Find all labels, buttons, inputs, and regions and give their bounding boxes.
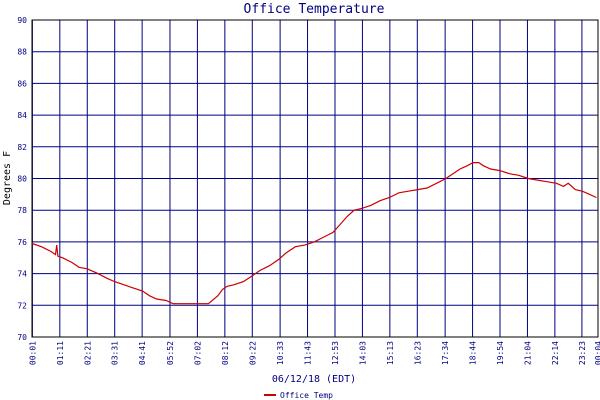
- y-tick-labels: 70 72 74 76 78 80 82 84 86 88 90: [17, 16, 27, 342]
- y-axis-label: Degrees F: [2, 151, 13, 205]
- x-tick-label: 10:33: [276, 341, 285, 365]
- y-tick-label: 82: [17, 143, 27, 152]
- legend: Office Temp: [264, 391, 333, 400]
- x-tick-labels: 00:01 01:11 02:21 03:31 04:41 05:52 07:02 08:12…: [28, 341, 600, 365]
- x-tick-label: 00:04: [594, 341, 600, 365]
- y-tick-label: 90: [17, 16, 27, 25]
- y-tick-label: 80: [17, 175, 27, 184]
- x-tick-label: 01:11: [56, 341, 65, 365]
- x-tick-label: 21:04: [523, 341, 532, 365]
- y-tick-label: 88: [17, 48, 27, 57]
- x-tick-label: 17:34: [441, 341, 450, 365]
- x-axis-label: 06/12/18 (EDT): [272, 374, 356, 385]
- x-tick-label: 14:03: [358, 341, 367, 365]
- x-tick-label: 16:23: [413, 341, 422, 365]
- x-tick-label: 23:23: [578, 341, 587, 365]
- x-tick-label: 18:44: [469, 341, 478, 365]
- x-tick-label: 09:22: [248, 341, 257, 365]
- y-tick-label: 74: [17, 270, 27, 279]
- x-tick-label: 08:12: [221, 341, 230, 365]
- y-tick-label: 72: [17, 301, 27, 310]
- x-tick-label: 19:54: [496, 341, 505, 365]
- x-tick-label: 15:13: [386, 341, 395, 365]
- chart-title: Office Temperature: [244, 2, 385, 17]
- x-tick-label: 07:02: [193, 341, 202, 365]
- legend-label: Office Temp: [280, 391, 333, 400]
- grid-lines: [31, 19, 599, 338]
- x-tick-label: 02:21: [83, 341, 92, 365]
- y-tick-label: 76: [17, 238, 27, 247]
- y-tick-label: 86: [17, 79, 27, 88]
- y-tick-label: 84: [17, 111, 27, 120]
- plot-frame: [31, 19, 599, 338]
- x-tick-label: 05:52: [166, 341, 175, 365]
- y-tick-label: 78: [17, 206, 27, 215]
- y-tick-label: 70: [17, 333, 27, 342]
- x-tick-label: 12:53: [331, 341, 340, 365]
- series-line-office-temp: [31, 162, 597, 305]
- x-tick-label: 22:14: [551, 341, 560, 365]
- x-tick-label: 03:31: [111, 341, 120, 365]
- x-tick-label: 04:41: [138, 341, 147, 365]
- x-tick-label: 00:01: [28, 341, 37, 365]
- x-tick-label: 11:43: [304, 341, 313, 365]
